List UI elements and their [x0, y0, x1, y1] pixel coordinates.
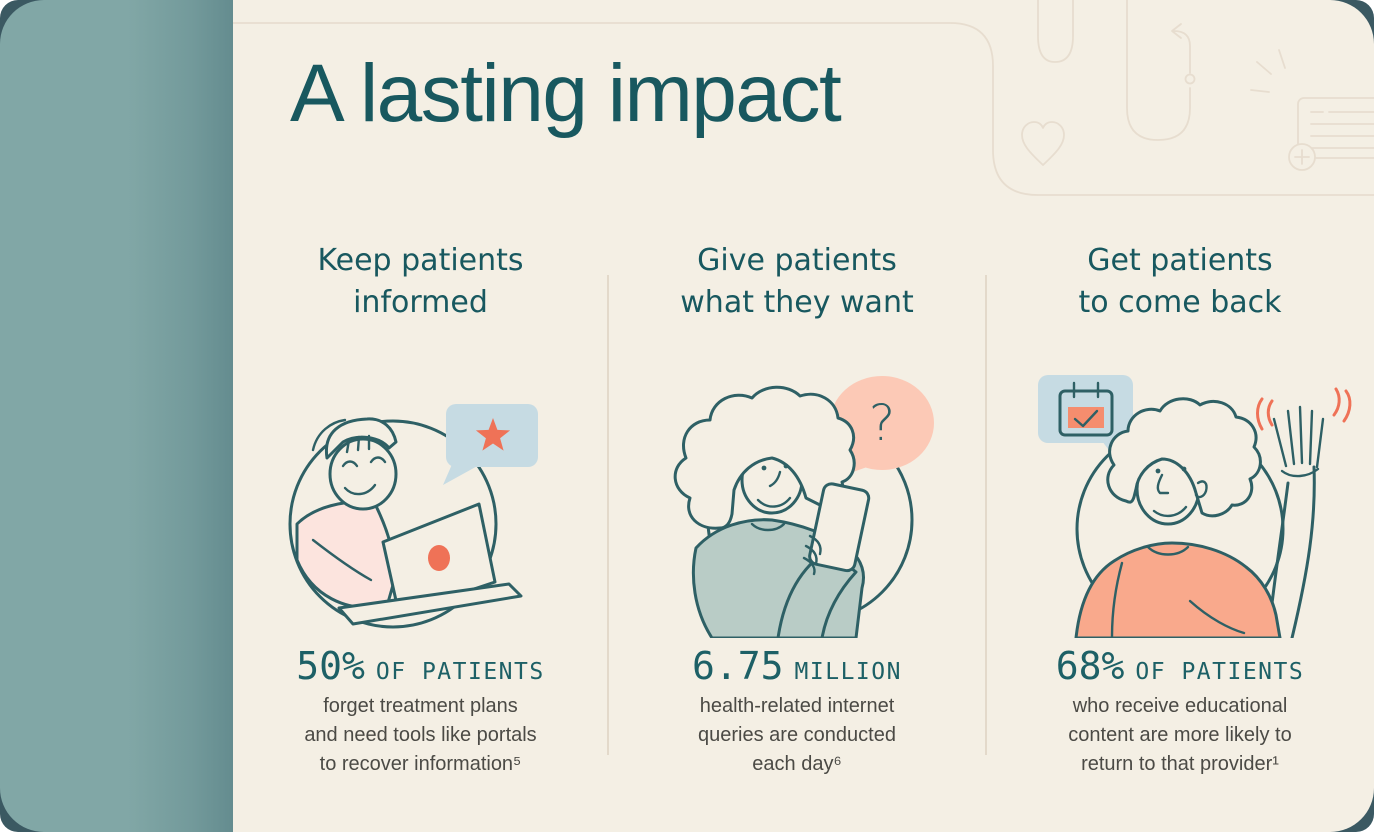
- left-accent-panel: [0, 0, 233, 832]
- laptop-logo-dot: [428, 545, 450, 571]
- hand-lines: [802, 534, 822, 576]
- person-figure: [673, 385, 865, 638]
- column-heading: Give patients what they want: [608, 240, 986, 324]
- column-heading: Keep patients informed: [233, 240, 608, 324]
- heading-line: informed: [353, 285, 488, 320]
- document-icon: [1297, 97, 1374, 159]
- stat-description: health-related internet queries are cond…: [608, 692, 986, 779]
- heading-line: to come back: [1078, 285, 1282, 320]
- phone: [808, 482, 871, 573]
- stat-description: who receive educational content are more…: [986, 692, 1374, 779]
- description-line: health-related internet: [699, 695, 895, 717]
- arrow-loop-icon: [1171, 23, 1191, 74]
- curly-hair: [673, 385, 856, 530]
- person-figure: [1074, 397, 1282, 638]
- heading-line: Keep patients: [317, 243, 524, 278]
- illustration-person-at-laptop: [288, 404, 538, 629]
- stethoscope-tube-icon: [1126, 0, 1191, 141]
- stat-line: 68% OF PATIENTS: [986, 644, 1374, 688]
- description-line: each day⁶: [752, 753, 842, 775]
- description-line: forget treatment plans: [323, 695, 518, 717]
- illustration-person-waving: [1038, 375, 1352, 638]
- sparkle-burst-icon: [1250, 49, 1286, 93]
- column-get-patients-to-come-back: Get patients to come back: [986, 240, 1374, 800]
- calendar-check-icon: [1058, 381, 1114, 437]
- shirt: [1074, 541, 1282, 638]
- description-line: to recover information⁵: [319, 753, 522, 775]
- illustration-person-on-phone: ?: [673, 376, 934, 638]
- column-heading: Get patients to come back: [986, 240, 1374, 324]
- medical-doodles-decoration: [233, 0, 1374, 196]
- description-line: and need tools like portals: [304, 724, 537, 746]
- stats-columns: Keep patients informed: [233, 240, 1374, 800]
- description-line: return to that provider¹: [1081, 753, 1279, 775]
- magnifier-plus-icon: [1288, 143, 1316, 171]
- page-title: A lasting impact: [290, 48, 842, 139]
- heart-icon: [1021, 121, 1065, 166]
- person-figure: [295, 417, 398, 610]
- stethoscope-tube-icon: [1037, 0, 1074, 63]
- description-line: queries are conducted: [698, 724, 896, 746]
- stat-label: OF PATIENTS: [1135, 659, 1305, 685]
- stat-line: 6.75 MILLION: [608, 644, 986, 688]
- heading-line: Give patients: [697, 243, 897, 278]
- stat-value: 68%: [1055, 644, 1125, 688]
- content-page: A lasting impact Keep patients informed: [233, 0, 1374, 832]
- stat-label: OF PATIENTS: [375, 659, 545, 685]
- arrow-loop-icon: [1184, 73, 1196, 85]
- column-divider: [607, 275, 609, 755]
- panel-outline: [233, 22, 1374, 196]
- column-give-patients-what-they-want: Give patients what they want ?: [608, 240, 986, 800]
- column-keep-patients-informed: Keep patients informed: [233, 240, 608, 800]
- description-line: content are more likely to: [1068, 724, 1292, 746]
- question-mark: ?: [869, 394, 896, 452]
- stat-value: 50%: [296, 644, 365, 688]
- wave-motion-marks: [1256, 387, 1352, 431]
- heading-line: what they want: [680, 285, 914, 320]
- stat-line: 50% OF PATIENTS: [233, 644, 608, 688]
- curly-hair: [1106, 397, 1262, 518]
- stat-label: MILLION: [794, 659, 902, 685]
- review-speech-bubble: [443, 404, 538, 485]
- waving-arm: [1266, 405, 1325, 638]
- column-divider: [985, 275, 987, 755]
- star-icon: [475, 418, 511, 451]
- stat-value: 6.75: [692, 644, 784, 688]
- stat-description: forget treatment plans and need tools li…: [233, 692, 608, 779]
- description-line: who receive educational: [1072, 695, 1288, 717]
- backdrop-circle: [288, 419, 498, 629]
- laptop: [337, 502, 523, 626]
- heading-line: Get patients: [1087, 243, 1273, 278]
